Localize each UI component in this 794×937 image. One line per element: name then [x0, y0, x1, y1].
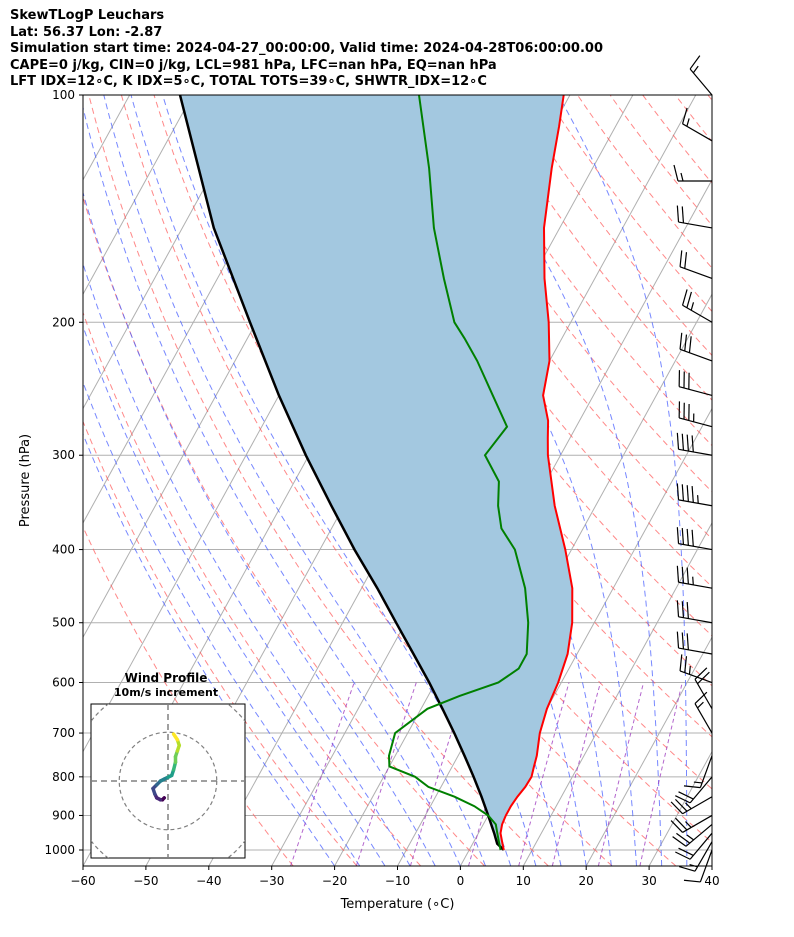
- x-tick-label: −20: [322, 874, 347, 888]
- dry-adiabat: [674, 95, 712, 143]
- moist-adiabat: [557, 95, 688, 866]
- hodograph-title: Wind Profile: [125, 671, 208, 685]
- wind-barb: [679, 250, 713, 280]
- y-tick-label: 200: [52, 315, 75, 329]
- y-tick-label: 700: [52, 726, 75, 740]
- moist-adiabat: [83, 105, 461, 866]
- chart-title: SkewTLogP Leuchars: [10, 8, 165, 23]
- wind-barb: [683, 849, 713, 883]
- wind-barb: [681, 289, 713, 323]
- mixing-ratio-line: [597, 682, 645, 866]
- wind-barb: [670, 796, 713, 815]
- isotherm-gridline: [522, 521, 712, 866]
- wind-barb: [672, 823, 713, 847]
- y-tick-label: 900: [52, 808, 75, 822]
- location-coords: Lat: 56.37 Lon: -2.87: [10, 24, 163, 40]
- temperature-profile-line: [499, 95, 574, 851]
- y-tick-label: 400: [52, 543, 75, 557]
- dry-adiabat: [186, 95, 712, 844]
- wind-barb: [670, 814, 713, 833]
- stability-indices-2: LFT IDX=12∘C, K IDX=5∘C, TOTAL TOTS=39∘C…: [10, 74, 487, 89]
- isotherm-gridline: [83, 95, 256, 410]
- wind-barb: [676, 631, 713, 655]
- isotherm-gridline: [83, 95, 193, 296]
- dry-adiabat: [83, 525, 294, 866]
- x-axis-label: Temperature (∘C): [340, 897, 455, 912]
- x-tick-label: −50: [133, 874, 158, 888]
- wind-barb: [683, 755, 713, 789]
- isotherm-gridline: [711, 864, 712, 866]
- wind-barb: [676, 205, 713, 229]
- chart-header: SkewTLogP Leuchars Lat: 56.37 Lon: -2.87…: [10, 8, 603, 91]
- wind-barb: [676, 432, 713, 456]
- y-tick-label: 500: [52, 616, 75, 630]
- wind-barb: [676, 483, 713, 507]
- wind-barb: [678, 841, 713, 872]
- wind-barb: [679, 654, 713, 684]
- isotherm-gridline: [648, 750, 712, 866]
- moist-adiabat: [83, 262, 411, 866]
- dry-adiabat: [642, 95, 712, 184]
- mixing-ratio-line: [639, 682, 683, 866]
- dry-adiabat: [707, 95, 712, 101]
- y-tick-label: 100: [52, 88, 75, 102]
- hodograph-subtitle: 10m/s increment: [114, 686, 218, 699]
- wind-barb: [675, 776, 713, 804]
- x-tick-label: −40: [196, 874, 221, 888]
- y-tick-label: 1000: [44, 843, 75, 857]
- cin-shading: [180, 95, 573, 850]
- dewpoint-profile-line: [387, 95, 530, 851]
- wind-barb: [681, 107, 713, 142]
- wind-barb: [689, 55, 713, 96]
- x-tick-label: 40: [704, 874, 719, 888]
- moist-adiabat: [103, 95, 487, 866]
- wind-barb: [673, 164, 712, 182]
- wind-barb: [678, 401, 713, 428]
- x-tick-label: 10: [516, 874, 531, 888]
- y-axis-label: Pressure (hPa): [18, 434, 33, 527]
- x-tick-label: −10: [385, 874, 410, 888]
- dry-adiabat: [511, 95, 712, 357]
- y-tick-label: 800: [52, 770, 75, 784]
- dry-adiabat: [349, 95, 712, 588]
- mixing-ratio-line: [551, 682, 601, 866]
- dry-adiabat: [609, 95, 712, 226]
- isotherm-gridline: [0, 95, 67, 866]
- wind-barb: [676, 565, 713, 589]
- x-tick-label: −60: [70, 874, 95, 888]
- wind-barb: [694, 691, 713, 734]
- simulation-times: Simulation start time: 2024-04-27_00:00:…: [10, 41, 603, 56]
- x-tick-label: 0: [457, 874, 465, 888]
- isotherm-gridline: [0, 95, 4, 866]
- moist-adiabat: [83, 190, 436, 866]
- moist-adiabat: [451, 95, 663, 866]
- moist-adiabat: [83, 381, 361, 866]
- isotherm-gridline: [585, 636, 712, 866]
- stability-indices-1: CAPE=0 j/kg, CIN=0 j/kg, LCL=981 hPa, LF…: [10, 57, 497, 73]
- wind-barb: [675, 832, 713, 860]
- moist-adiabat: [298, 95, 612, 866]
- wind-barb: [679, 332, 713, 362]
- moist-adiabat: [83, 432, 336, 866]
- wind-barb: [676, 600, 713, 624]
- moist-adiabat: [83, 324, 386, 866]
- y-tick-label: 600: [52, 676, 75, 690]
- mixing-ratio-line: [518, 682, 570, 866]
- wind-barb: [676, 527, 713, 551]
- dry-adiabat: [414, 95, 712, 493]
- x-tick-label: −30: [259, 874, 284, 888]
- dry-adiabat: [83, 195, 485, 866]
- wind-barb: [678, 370, 713, 397]
- x-tick-label: 20: [579, 874, 594, 888]
- x-tick-label: 30: [641, 874, 656, 888]
- hodograph-segment: [171, 732, 180, 742]
- parcel-profile-line: [178, 95, 505, 851]
- y-tick-label: 300: [52, 448, 75, 462]
